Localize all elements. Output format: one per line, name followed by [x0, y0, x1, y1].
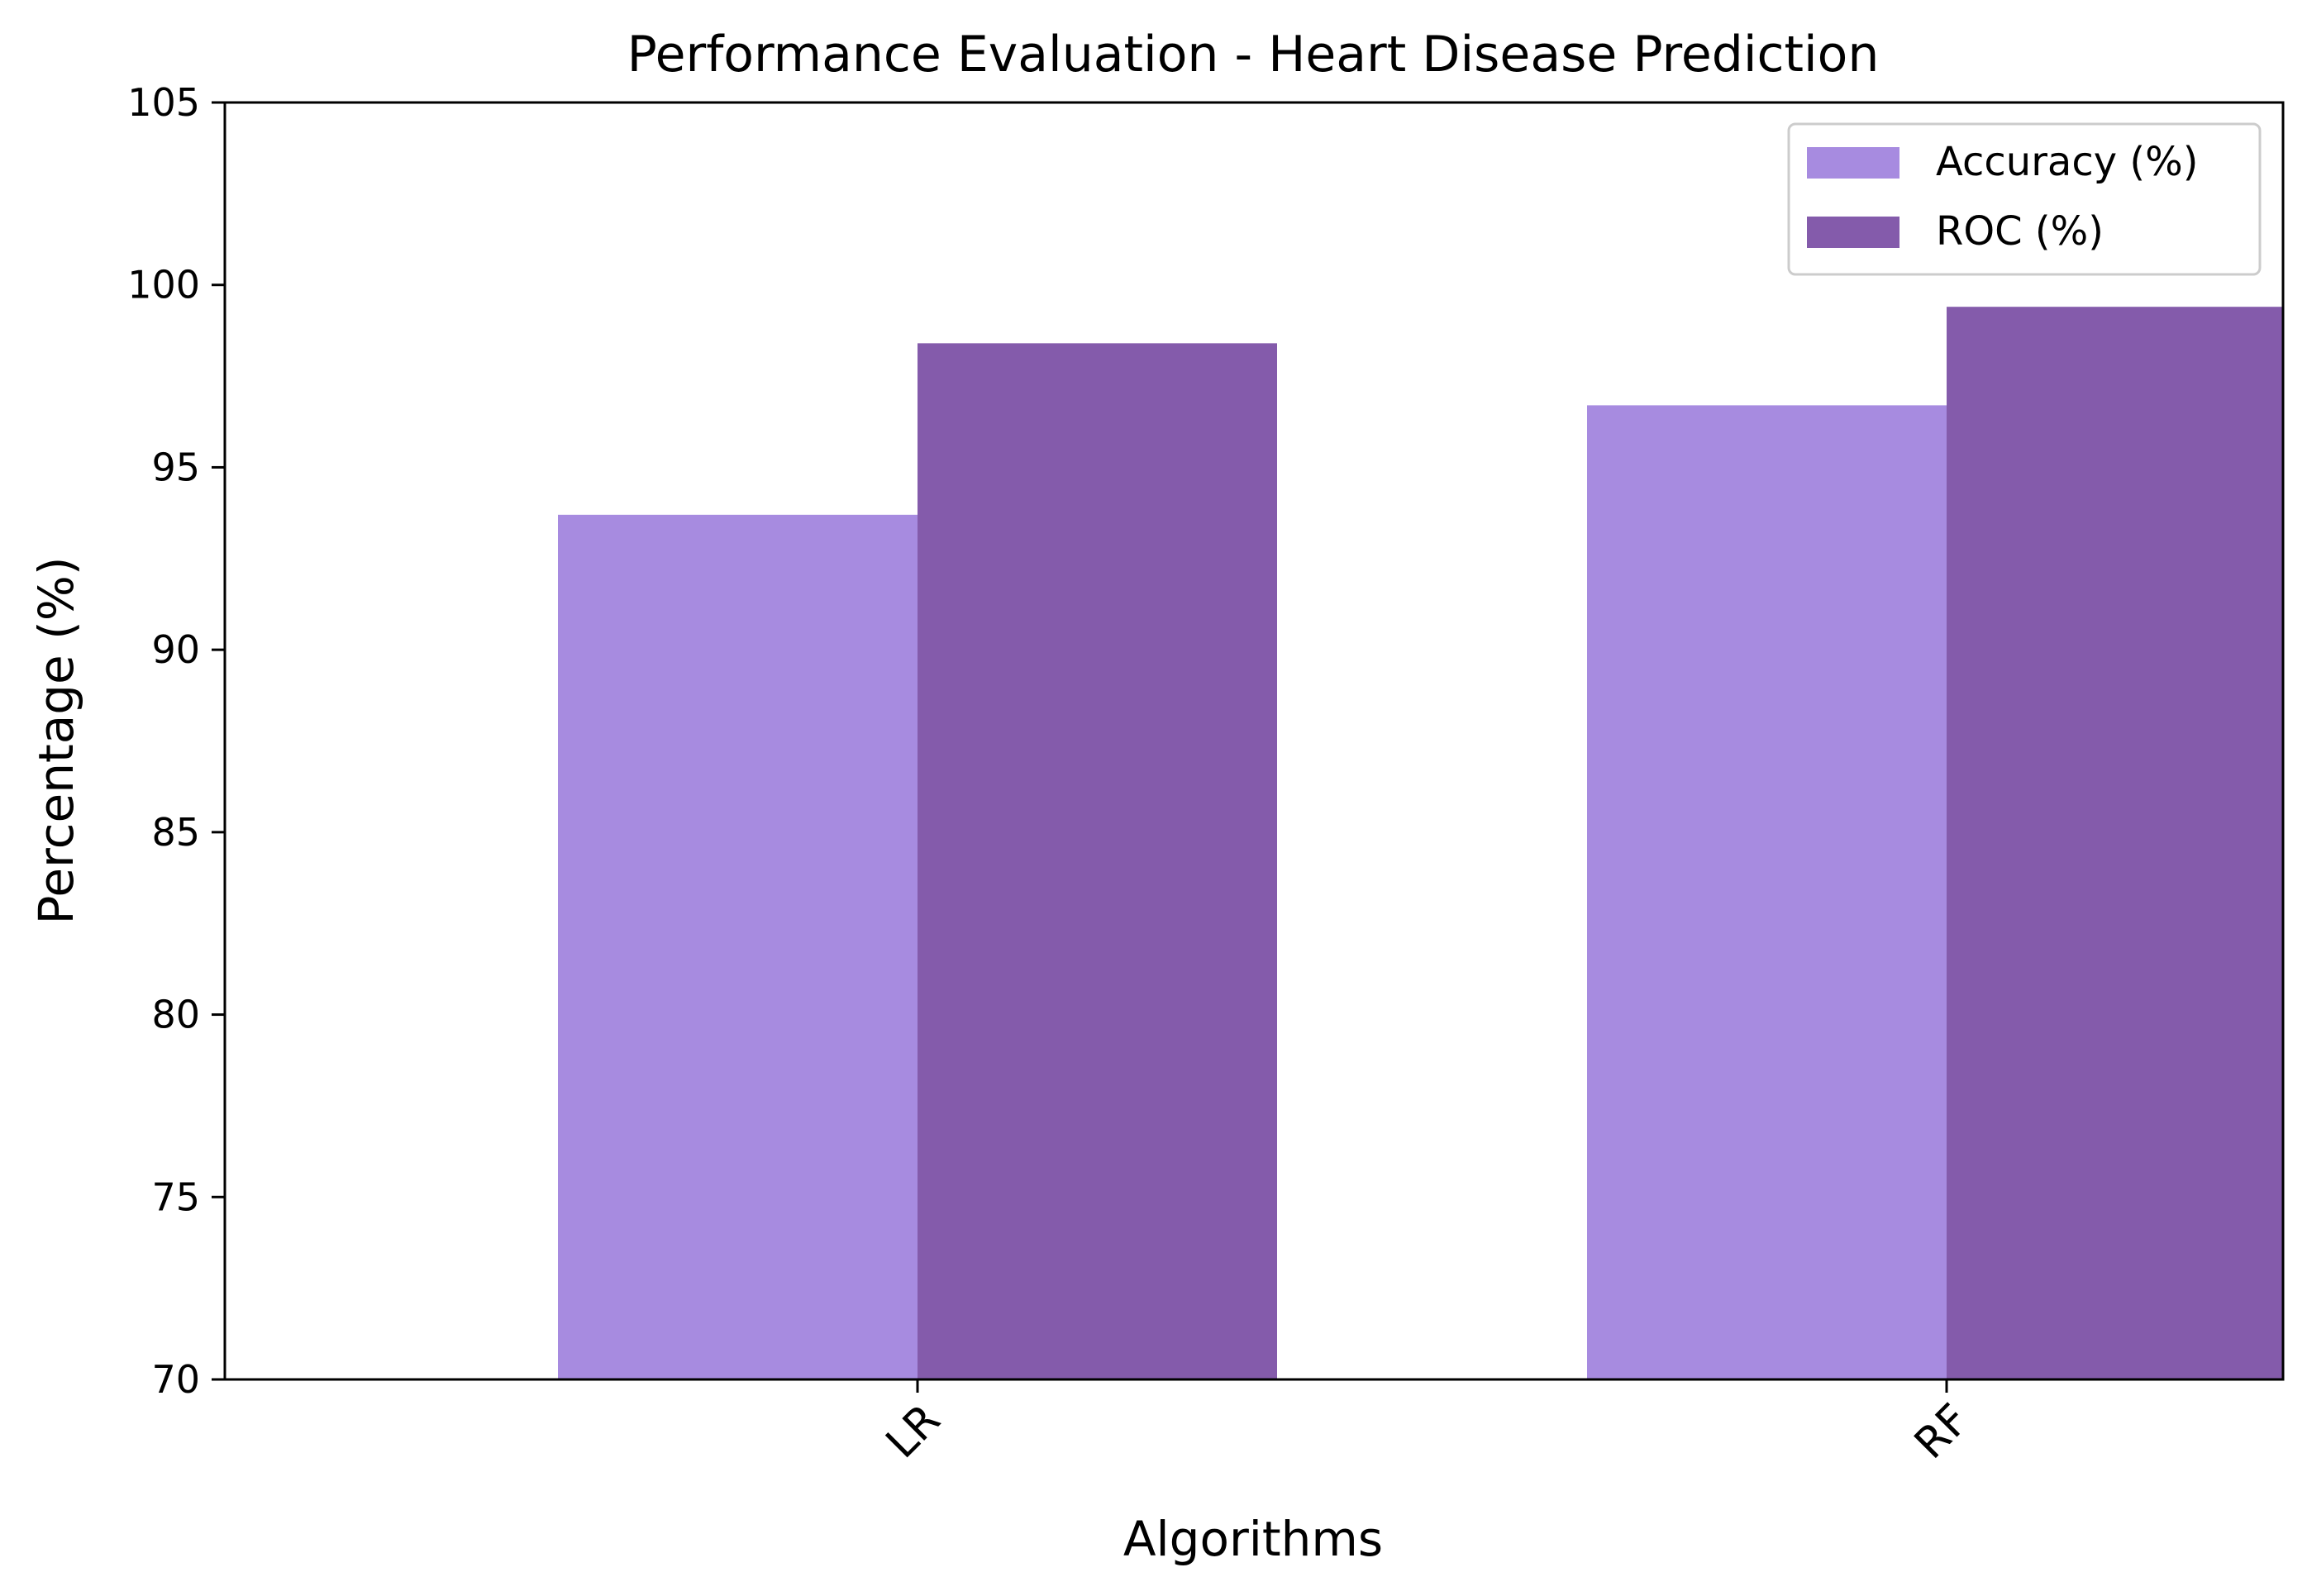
- legend-label-accuracy: Accuracy (%): [1936, 139, 2198, 185]
- bar-roc-lr: [918, 343, 1277, 1379]
- bar-roc-rf: [1947, 307, 2283, 1380]
- x-tick-label-lr: LR: [877, 1395, 950, 1468]
- legend-swatch-roc: [1807, 217, 1899, 248]
- y-tick-label-80: 80: [151, 993, 200, 1037]
- y-axis-label: Percentage (%): [28, 556, 84, 924]
- legend-swatch-accuracy: [1807, 147, 1899, 179]
- y-tick-label-95: 95: [151, 445, 200, 489]
- y-tick-label-100: 100: [127, 263, 200, 307]
- plot-frame: [223, 101, 2285, 1381]
- bar-accuracy-rf: [1587, 405, 1947, 1379]
- bars-group: [558, 307, 2283, 1380]
- legend-label-roc: ROC (%): [1936, 208, 2104, 255]
- y-tick-label-70: 70: [151, 1357, 200, 1402]
- y-tick-label-105: 105: [127, 80, 200, 125]
- y-tick-label-90: 90: [151, 627, 200, 672]
- y-tick-label-85: 85: [151, 810, 200, 855]
- x-tick-label-rf: RF: [1905, 1395, 1979, 1469]
- chart-title: Performance Evaluation - Heart Disease P…: [627, 26, 1880, 83]
- x-axis-label: Algorithms: [1123, 1511, 1383, 1567]
- x-axis-ticks: LR RF: [877, 1379, 1979, 1469]
- legend: Accuracy (%) ROC (%): [1787, 122, 2262, 276]
- bar-accuracy-lr: [558, 514, 918, 1380]
- y-axis-ticks: 70 75 80 85 90 95 100 105: [127, 80, 225, 1402]
- legend-frame: [1787, 122, 2262, 276]
- y-tick-label-75: 75: [151, 1174, 200, 1219]
